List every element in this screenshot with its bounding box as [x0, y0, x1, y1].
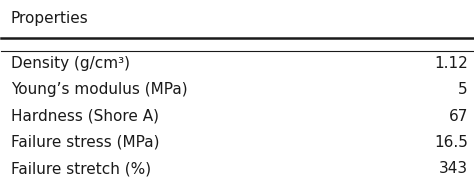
Text: 1.12: 1.12 — [434, 56, 468, 71]
Text: Hardness (Shore A): Hardness (Shore A) — [11, 109, 159, 124]
Text: 67: 67 — [448, 109, 468, 124]
Text: 5: 5 — [458, 83, 468, 97]
Text: Density (g/cm³): Density (g/cm³) — [11, 56, 130, 71]
Text: 343: 343 — [439, 161, 468, 176]
Text: Failure stretch (%): Failure stretch (%) — [11, 161, 151, 176]
Text: Failure stress (MPa): Failure stress (MPa) — [11, 135, 159, 150]
Text: Properties: Properties — [11, 11, 89, 26]
Text: 16.5: 16.5 — [434, 135, 468, 150]
Text: Young’s modulus (MPa): Young’s modulus (MPa) — [11, 83, 187, 97]
